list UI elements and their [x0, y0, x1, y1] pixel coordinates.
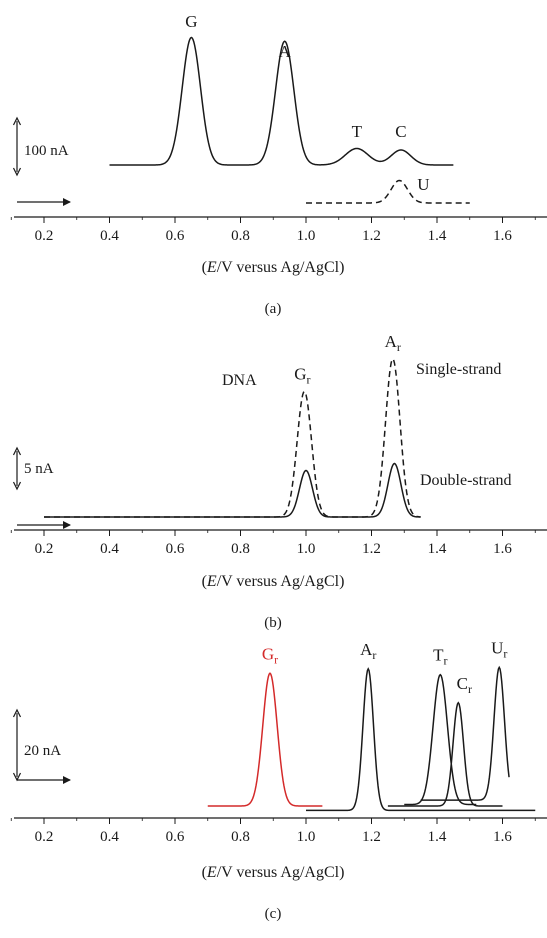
x-tick-label: 0.4: [100, 829, 119, 845]
peak-label-main: G: [185, 12, 197, 31]
peak-label-subscript: r: [503, 646, 507, 660]
x-tick-label: 1.2: [362, 829, 381, 845]
peak-label-main: T: [433, 646, 444, 665]
chart-panel-1: 0.2 0.4 0.6 0.8 1.0 1.2 1.4 1.6 (E/V versus Ag/A…: [10, 12, 547, 317]
x-tick-label: 1.6: [493, 829, 512, 845]
peak-label-main: U: [417, 175, 429, 194]
solid-series-line: [44, 462, 421, 518]
peak-label-subscript: r: [274, 652, 278, 666]
peak-label: Gr: [262, 644, 278, 666]
peak-label: Gr: [294, 364, 310, 386]
x-tick-label: 1.6: [493, 541, 512, 557]
x-tick-label: 1.2: [362, 541, 381, 557]
chart-panel-2: 0.2 0.4 0.6 0.8 1.0 1.2 1.4 1.6 (E/V versus Ag/A…: [10, 332, 547, 631]
scale-bar-arrowhead-up: [12, 116, 22, 126]
solid-series-line: [109, 36, 454, 166]
annotation-double-strand: Double-strand: [420, 472, 512, 489]
peak-label-subscript: r: [397, 340, 401, 354]
peak-label-main: G: [294, 364, 306, 383]
sweep-direction-arrowhead: [63, 521, 71, 529]
x-tick-label: 1.0: [297, 228, 316, 244]
panel-letter: (c): [265, 906, 282, 922]
solid-series-line: [207, 672, 323, 807]
peak-label: Ur: [491, 638, 507, 660]
x-tick-label: 0.6: [166, 541, 185, 557]
peak-label-main: A: [360, 640, 373, 659]
peak-label-main: A: [385, 332, 398, 351]
peak-label-subscript: r: [468, 682, 472, 696]
peak-label-main: U: [491, 638, 503, 657]
x-tick-label: 1.4: [428, 228, 447, 244]
annotation-single-strand: Single-strand: [416, 361, 501, 378]
x-tick-label: 0.6: [166, 829, 185, 845]
panel-letter: (b): [264, 615, 282, 631]
x-axis-title-part: E: [206, 259, 217, 276]
x-axis-title-part: /V versus Ag/AgCl): [217, 259, 345, 276]
x-tick-label: 1.4: [428, 829, 447, 845]
solid-series-line: [306, 667, 536, 812]
peak-label-main: C: [457, 674, 468, 693]
scale-bar-arrowhead-down: [12, 481, 22, 491]
peak-label: Cr: [457, 674, 472, 696]
x-tick-label: 0.8: [231, 829, 250, 845]
x-tick-label: 1.6: [493, 228, 512, 244]
x-tick-label: 0.8: [231, 541, 250, 557]
peak-label-main: T: [352, 122, 363, 141]
x-axis-title: (E/V versus Ag/AgCl): [202, 259, 345, 276]
x-tick-label: 1.2: [362, 228, 381, 244]
x-tick-label: 0.2: [35, 228, 54, 244]
scale-bar-arrowhead-up: [12, 446, 22, 456]
scale-bar-label: 5 nA: [24, 461, 54, 477]
x-axis-title-part: (: [202, 864, 207, 881]
sweep-direction-arrowhead: [63, 198, 71, 206]
x-axis-title-part: /V versus Ag/AgCl): [217, 573, 345, 590]
solid-series-line: [420, 665, 510, 801]
solid-series-line: [404, 673, 477, 806]
peak-label-main: A: [279, 42, 292, 61]
panel-letter: (a): [265, 301, 282, 317]
peak-label-subscript: r: [372, 648, 376, 662]
x-axis-title-part: E: [206, 573, 217, 590]
x-tick-label: 0.4: [100, 228, 119, 244]
x-tick-label: 0.2: [35, 541, 54, 557]
peak-label: C: [395, 122, 406, 141]
peak-label-main: C: [395, 122, 406, 141]
x-tick-label: 1.0: [297, 541, 316, 557]
scale-bar-arrowhead-up: [12, 708, 22, 718]
x-tick-label: 1.0: [297, 829, 316, 845]
x-axis-title-part: /V versus Ag/AgCl): [217, 864, 345, 881]
peak-label: Ar: [360, 640, 376, 662]
scale-bar-label: 100 nA: [24, 143, 69, 159]
x-tick-label: 0.2: [35, 829, 54, 845]
scale-bar-label: 20 nA: [24, 743, 61, 759]
x-axis-title-part: (: [202, 259, 207, 276]
scale-bar-arrowhead-down: [12, 167, 22, 177]
chart-panel-3: 0.2 0.4 0.6 0.8 1.0 1.2 1.4 1.6 (E/V versus Ag/A…: [10, 638, 547, 922]
sweep-direction-arrowhead: [63, 776, 71, 784]
x-axis-title: (E/V versus Ag/AgCl): [202, 864, 345, 881]
peak-label: Tr: [433, 646, 447, 668]
peak-label: T: [352, 122, 363, 141]
peak-label: U: [417, 175, 429, 194]
annotation-dna: DNA: [222, 372, 257, 389]
dashed-series-line: [306, 179, 470, 204]
x-axis-title: (E/V versus Ag/AgCl): [202, 573, 345, 590]
x-tick-label: 0.4: [100, 541, 119, 557]
x-axis-title-part: (: [202, 573, 207, 590]
peak-label: A: [279, 42, 292, 61]
peak-label: Ar: [385, 332, 401, 354]
peak-label: G: [185, 12, 197, 31]
peak-label-subscript: r: [443, 654, 447, 668]
x-tick-label: 0.6: [166, 228, 185, 244]
x-axis-title-part: E: [206, 864, 217, 881]
peak-label-main: G: [262, 644, 274, 663]
peak-label-subscript: r: [307, 372, 311, 386]
solid-series-line: [387, 701, 503, 807]
x-tick-label: 0.8: [231, 228, 250, 244]
x-tick-label: 1.4: [428, 541, 447, 557]
